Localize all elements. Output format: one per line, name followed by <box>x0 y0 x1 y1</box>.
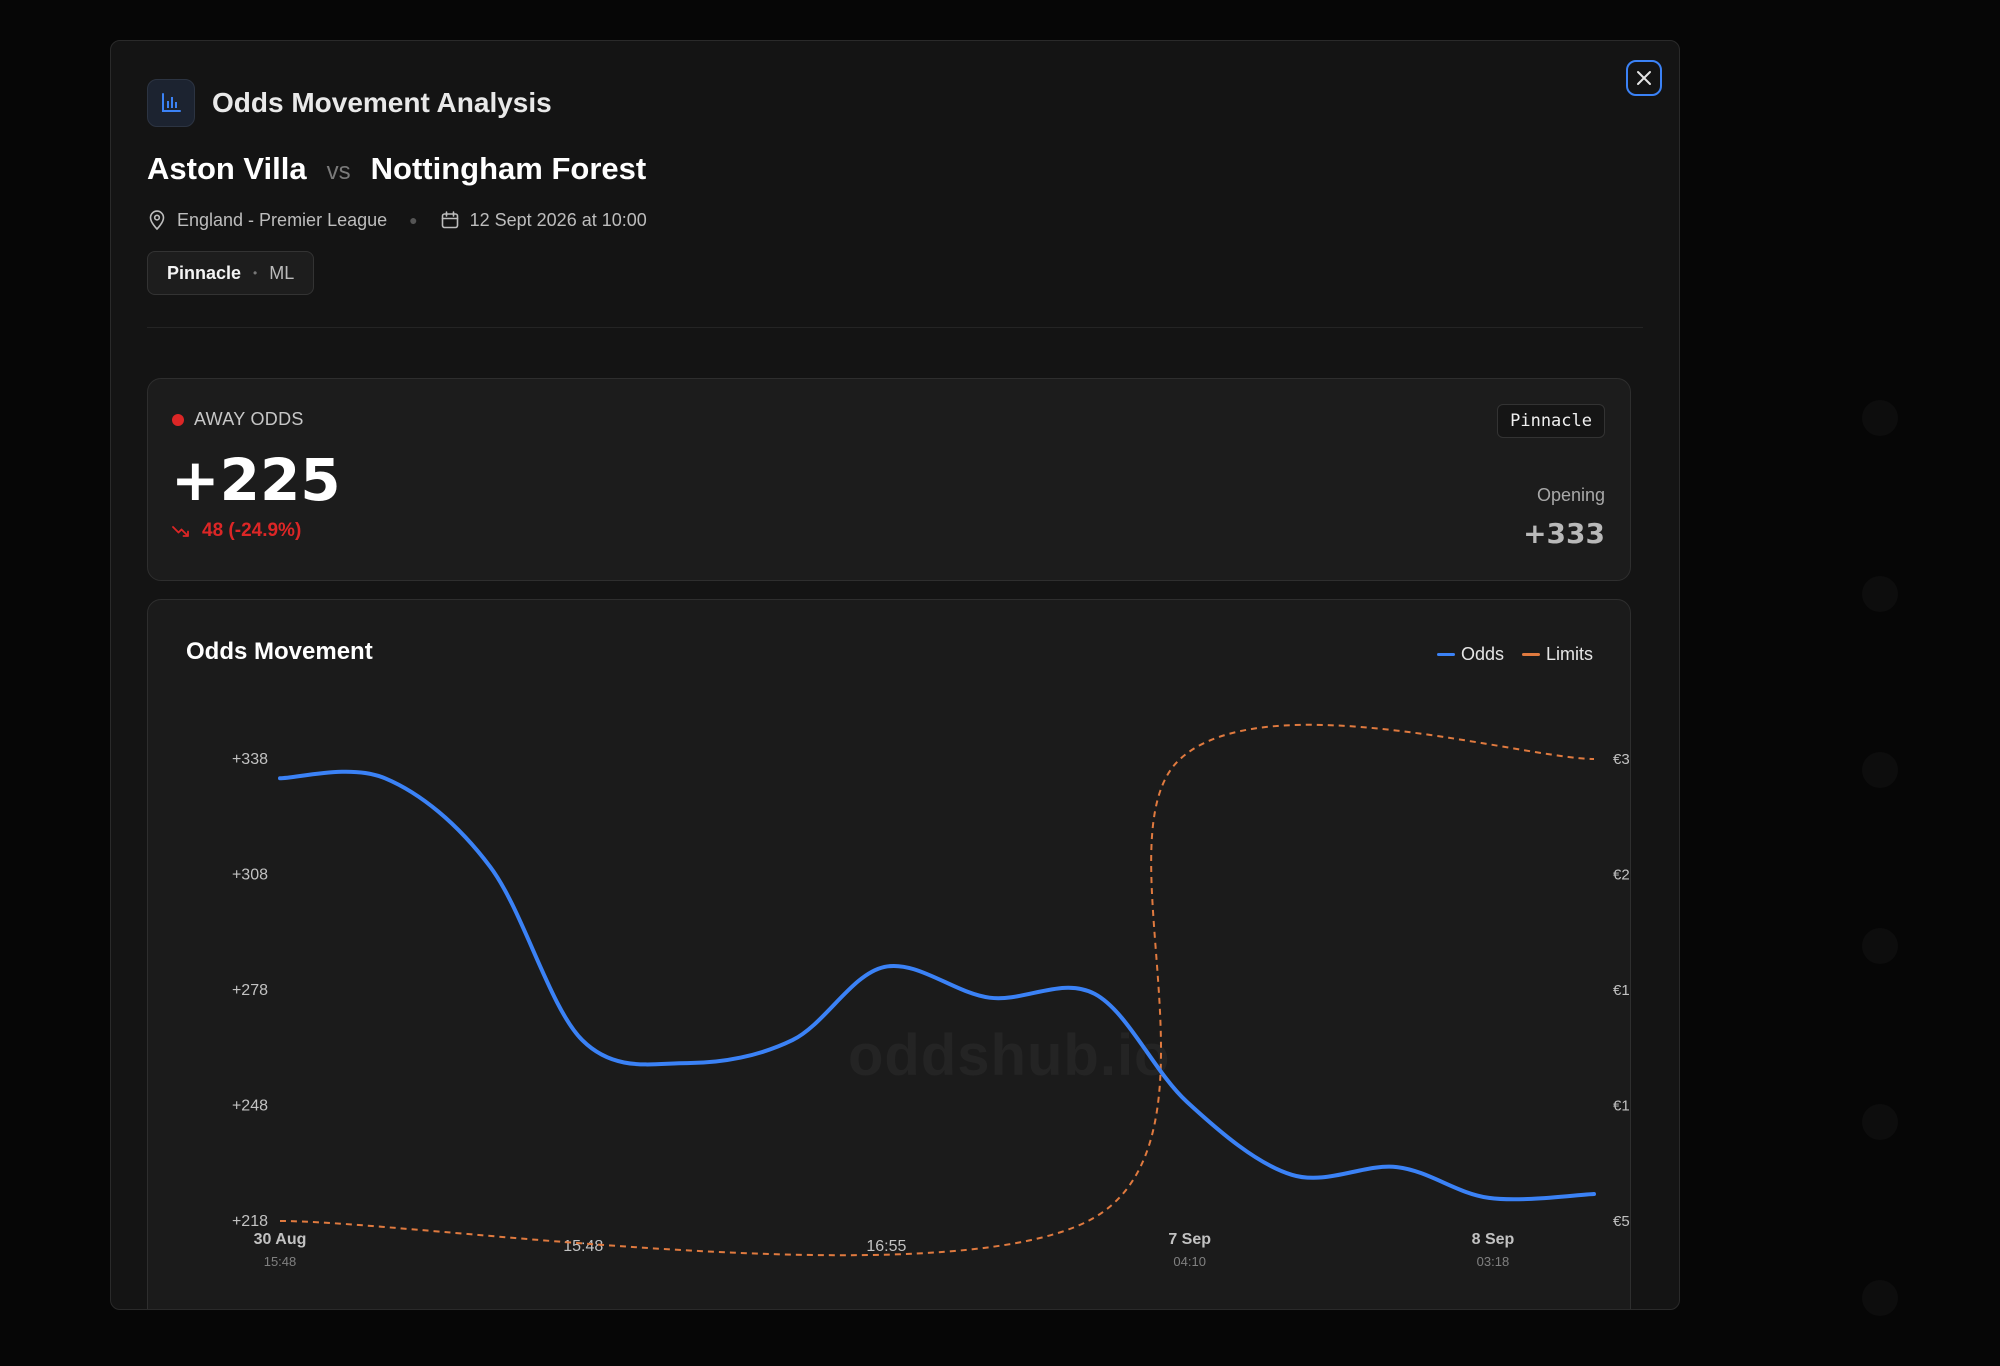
odds-movement-chart-card: oddshub.io Odds Movement Odds Limits +33… <box>147 599 1631 1309</box>
bar-chart-icon <box>147 79 195 127</box>
x-tick-label: 16:55 <box>866 1238 906 1255</box>
chip-separator: • <box>253 266 258 280</box>
watermark: oddshub.io <box>848 1023 1171 1088</box>
match-title: Aston Villa vs Nottingham Forest <box>147 149 646 195</box>
close-icon <box>1637 71 1651 85</box>
legend-item-odds[interactable]: Odds <box>1436 644 1504 665</box>
calendar-icon <box>441 211 458 229</box>
match-meta: England - Premier League ● 12 Sept 2026 … <box>147 204 647 236</box>
league-name: England - Premier League <box>177 209 388 230</box>
y-right-tick-label: €1.1K <box>1613 1098 1631 1115</box>
backdrop-decoration <box>1862 1280 1898 1316</box>
odds-series-line <box>278 769 1596 1202</box>
y-left-tick-label: +338 <box>232 751 268 768</box>
match-datetime: 12 Sept 2026 at 10:00 <box>469 209 647 230</box>
y-left-tick-label: +278 <box>232 982 268 999</box>
y-left-tick-label: +248 <box>232 1098 268 1115</box>
opening-label: Opening <box>1536 485 1605 505</box>
y-right-tick-label: €2.5K <box>1613 867 1631 884</box>
bookmaker-tag: Pinnacle <box>1497 404 1605 438</box>
odds-chart: +338 +308 +278 +248 +218 €3K €2.5K €1.8K €1.1K €5… <box>232 723 1631 1269</box>
odds-change-value: 48 (-24.9%) <box>202 520 302 541</box>
backdrop-decoration <box>1862 576 1898 612</box>
section-divider <box>147 327 1643 328</box>
x-tick-label: 8 Sep <box>1472 1231 1515 1248</box>
x-tick-label: 7 Sep <box>1168 1231 1211 1248</box>
away-odds-label-text: AWAY ODDS <box>194 409 304 429</box>
opening-value: +333 <box>1523 517 1605 550</box>
backdrop-decoration <box>1862 400 1898 436</box>
odds-change: 48 (-24.9%) <box>172 520 301 542</box>
limits-series-line <box>279 723 1595 1257</box>
trend-down-icon <box>172 526 189 537</box>
meta-separator: ● <box>409 212 418 228</box>
market-name: ML <box>269 262 295 283</box>
odds-analysis-modal: Odds Movement Analysis Aston Villa vs Nott… <box>110 40 1680 1310</box>
chart-legend: Odds Limits <box>1419 644 1593 665</box>
y-left-tick-label: +218 <box>232 1213 268 1230</box>
backdrop-decoration <box>1862 928 1898 964</box>
away-team: Nottingham Forest <box>370 151 647 186</box>
y-right-tick-label: €500 <box>1613 1213 1631 1230</box>
backdrop-decoration <box>1862 1104 1898 1140</box>
away-odds-label: AWAY ODDS <box>172 409 304 430</box>
y-right-tick-label: €1.8K <box>1613 982 1631 999</box>
bookmaker-name: Pinnacle <box>167 262 242 283</box>
legend-swatch-limits <box>1521 653 1540 656</box>
location-pin-icon <box>149 210 165 231</box>
backdrop-decoration <box>1862 752 1898 788</box>
current-odds-value: +225 <box>171 446 341 514</box>
x-tick-sublabel: 04:10 <box>1173 1254 1206 1269</box>
y-right-tick-label: €3K <box>1613 751 1631 768</box>
modal-title: Odds Movement Analysis <box>212 87 552 118</box>
x-tick-label: 30 Aug <box>254 1231 307 1248</box>
x-tick-sublabel: 15:48 <box>264 1254 297 1269</box>
bookmaker-market-chip: Pinnacle • ML <box>147 251 315 295</box>
home-team: Aston Villa <box>147 151 307 186</box>
chart-title: Odds Movement <box>186 638 373 665</box>
x-tick-label: 15:48 <box>563 1238 603 1255</box>
y-left-tick-label: +308 <box>232 867 268 884</box>
legend-swatch-odds <box>1436 653 1455 656</box>
legend-item-limits[interactable]: Limits <box>1521 644 1593 665</box>
x-tick-sublabel: 03:18 <box>1477 1254 1510 1269</box>
close-button[interactable] <box>1626 60 1662 96</box>
legend-label-limits: Limits <box>1545 644 1593 664</box>
legend-label-odds: Odds <box>1460 644 1504 664</box>
status-dot <box>172 413 184 426</box>
vs-label: vs <box>326 158 351 185</box>
away-odds-card: AWAY ODDS +225 48 (-24.9%) Pinnacle Open… <box>147 378 1631 581</box>
